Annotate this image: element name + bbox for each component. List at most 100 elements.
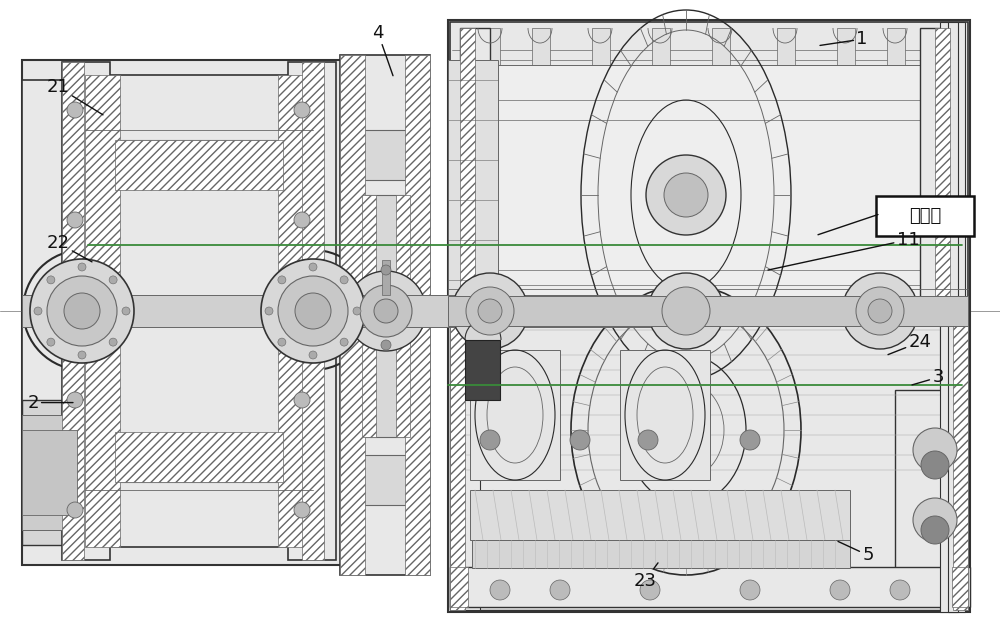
- Circle shape: [294, 102, 310, 118]
- Circle shape: [452, 273, 528, 349]
- Text: 23: 23: [634, 563, 658, 589]
- Bar: [940, 310, 968, 610]
- Bar: [935, 28, 950, 308]
- Bar: [302, 62, 324, 560]
- Circle shape: [30, 259, 134, 363]
- Bar: [448, 60, 498, 310]
- Bar: [482, 28, 500, 293]
- Circle shape: [47, 338, 55, 346]
- Text: 3: 3: [912, 369, 944, 386]
- Bar: [115, 140, 283, 190]
- Circle shape: [346, 271, 426, 351]
- Text: 22: 22: [46, 234, 92, 262]
- Bar: [22, 430, 77, 515]
- Circle shape: [662, 287, 710, 335]
- Bar: [920, 28, 950, 308]
- Bar: [450, 310, 968, 610]
- Text: 5: 5: [838, 541, 874, 564]
- Circle shape: [278, 276, 286, 284]
- Circle shape: [265, 307, 273, 315]
- Circle shape: [261, 259, 365, 363]
- Bar: [278, 75, 313, 547]
- Bar: [448, 20, 970, 612]
- Bar: [450, 567, 970, 607]
- Bar: [382, 260, 390, 295]
- Bar: [396, 195, 410, 437]
- Circle shape: [294, 392, 310, 408]
- Bar: [62, 62, 110, 560]
- Circle shape: [921, 451, 949, 479]
- Bar: [448, 296, 968, 326]
- Circle shape: [640, 580, 660, 600]
- Circle shape: [478, 299, 502, 323]
- Bar: [405, 55, 430, 575]
- Circle shape: [913, 498, 957, 542]
- Circle shape: [360, 285, 412, 337]
- Bar: [948, 22, 958, 612]
- Circle shape: [353, 307, 361, 315]
- Circle shape: [856, 287, 904, 335]
- Bar: [288, 62, 336, 560]
- Bar: [712, 28, 730, 293]
- Circle shape: [109, 338, 117, 346]
- Bar: [652, 28, 670, 293]
- Circle shape: [109, 276, 117, 284]
- Circle shape: [278, 338, 286, 346]
- Bar: [460, 28, 490, 308]
- Bar: [837, 28, 855, 293]
- Circle shape: [340, 276, 348, 284]
- Circle shape: [34, 307, 42, 315]
- Circle shape: [67, 392, 83, 408]
- Circle shape: [309, 263, 317, 271]
- Text: 无轴承: 无轴承: [909, 206, 941, 225]
- Bar: [22, 60, 365, 565]
- Bar: [22, 80, 82, 545]
- Bar: [85, 75, 313, 547]
- Bar: [470, 490, 850, 540]
- FancyBboxPatch shape: [876, 196, 974, 235]
- Circle shape: [830, 580, 850, 600]
- Circle shape: [67, 502, 83, 518]
- Bar: [85, 75, 120, 547]
- Circle shape: [78, 263, 86, 271]
- Bar: [62, 62, 84, 560]
- Bar: [358, 130, 414, 180]
- Circle shape: [374, 299, 398, 323]
- Bar: [450, 567, 468, 607]
- Circle shape: [842, 273, 918, 349]
- Bar: [620, 350, 710, 480]
- Circle shape: [295, 293, 331, 329]
- Bar: [470, 350, 560, 480]
- Bar: [472, 540, 850, 568]
- Bar: [465, 340, 500, 400]
- Bar: [362, 195, 376, 437]
- Bar: [450, 310, 465, 610]
- Bar: [22, 415, 80, 530]
- Bar: [340, 55, 430, 575]
- Circle shape: [490, 580, 510, 600]
- Bar: [777, 28, 795, 293]
- Bar: [115, 432, 283, 482]
- Circle shape: [570, 430, 590, 450]
- Circle shape: [890, 580, 910, 600]
- Circle shape: [47, 276, 55, 284]
- Circle shape: [921, 516, 949, 544]
- Bar: [362, 195, 410, 437]
- Circle shape: [648, 273, 724, 349]
- Circle shape: [664, 173, 708, 217]
- Circle shape: [294, 502, 310, 518]
- Circle shape: [550, 580, 570, 600]
- Circle shape: [309, 351, 317, 359]
- Bar: [940, 22, 965, 612]
- Circle shape: [868, 299, 892, 323]
- Text: 24: 24: [888, 333, 932, 355]
- Bar: [340, 55, 365, 575]
- Circle shape: [646, 155, 726, 235]
- Circle shape: [278, 276, 348, 346]
- Circle shape: [47, 276, 117, 346]
- Bar: [532, 28, 550, 293]
- Circle shape: [740, 430, 760, 450]
- Bar: [450, 310, 480, 610]
- Circle shape: [466, 287, 514, 335]
- Circle shape: [381, 340, 391, 350]
